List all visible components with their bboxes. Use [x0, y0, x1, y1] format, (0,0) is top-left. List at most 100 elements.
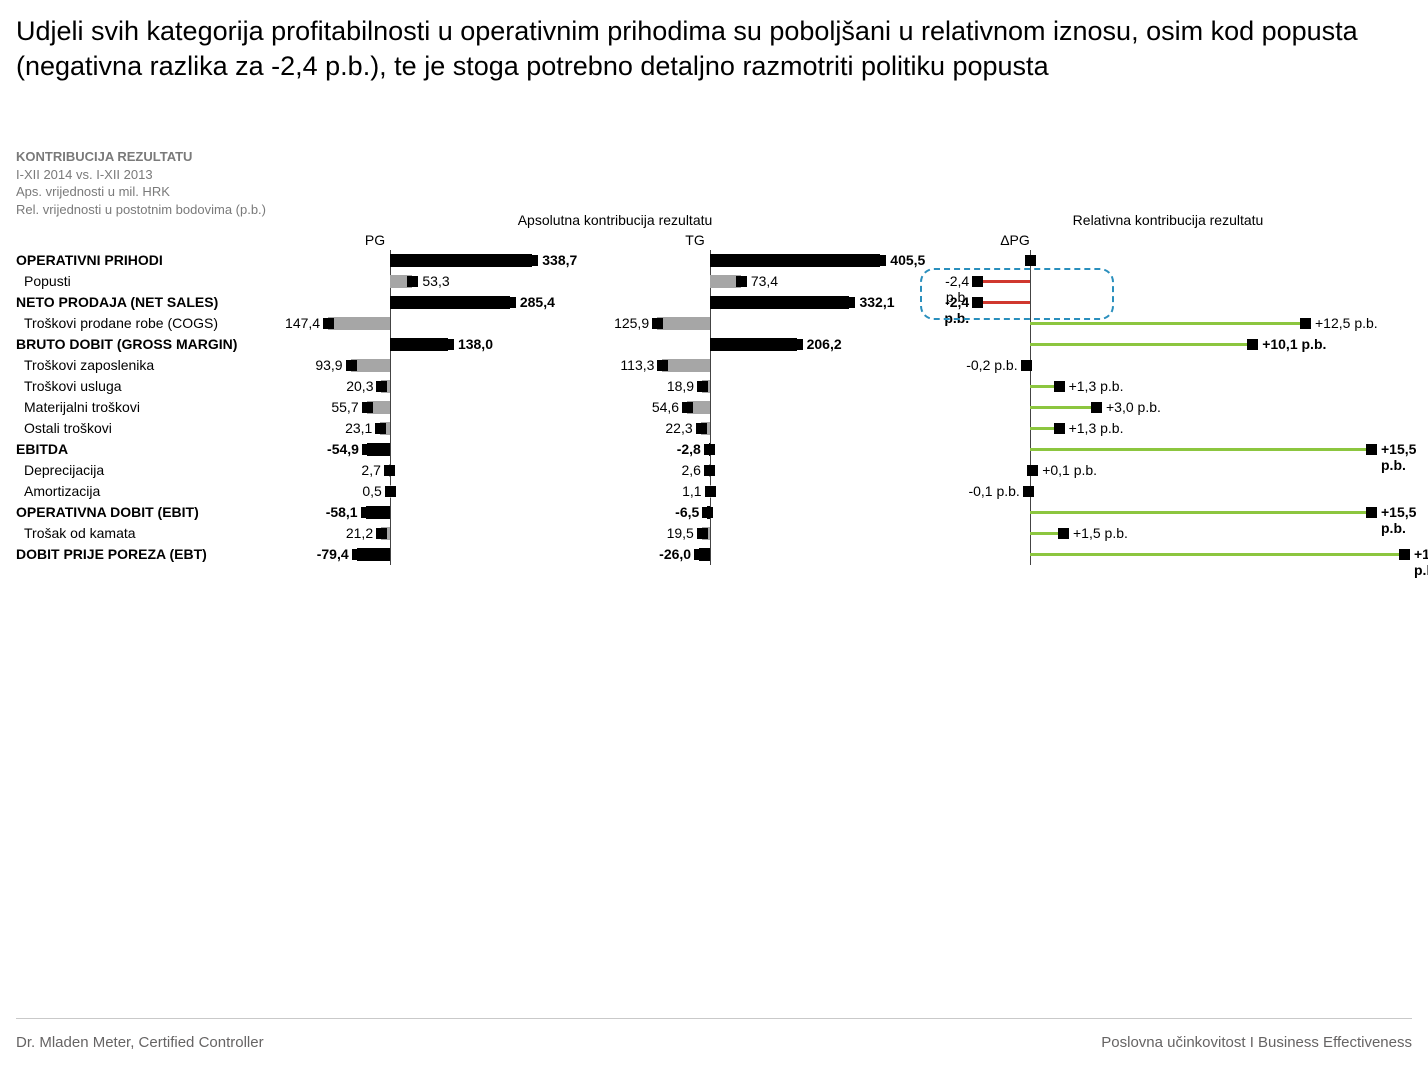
footer-right: Poslovna učinkovitost I Business Effecti… — [1101, 1034, 1412, 1051]
abs-cell: 125,9 — [636, 313, 946, 334]
delta-bar — [1030, 448, 1371, 451]
col-head-tg: TG — [620, 232, 770, 248]
delta-bar — [1030, 406, 1096, 409]
abs-cell: 332,1 — [636, 292, 946, 313]
abs-cell: 285,4 — [316, 292, 626, 313]
row-label: Materijalni troškovi — [24, 399, 324, 415]
abs-marker — [844, 297, 855, 308]
delta-marker — [1366, 507, 1377, 518]
abs-value: 21,2 — [346, 525, 373, 541]
abs-cell: 18,9 — [636, 376, 946, 397]
abs-marker — [407, 276, 418, 287]
abs-cell: 338,7 — [316, 250, 626, 271]
abs-marker — [792, 339, 803, 350]
abs-section-title: Apsolutna kontribucija rezultatu — [300, 212, 930, 228]
abs-axis — [710, 544, 711, 565]
abs-cell: 20,3 — [316, 376, 626, 397]
abs-bar — [710, 296, 849, 309]
col-head-pg: PG — [300, 232, 450, 248]
abs-value: 113,3 — [620, 357, 654, 373]
abs-value: 0,5 — [362, 483, 381, 499]
abs-cell: 1,1 — [636, 481, 946, 502]
abs-value: 285,4 — [520, 294, 555, 310]
abs-value: 338,7 — [542, 252, 577, 268]
abs-bar — [328, 317, 390, 330]
abs-marker — [323, 318, 334, 329]
delta-marker — [1058, 528, 1069, 539]
delta-cell: +3,0 p.b. — [956, 397, 1412, 418]
page-title: Udjeli svih kategorija profitabilnosti u… — [16, 14, 1412, 84]
abs-marker — [376, 381, 387, 392]
meta-line3: Rel. vrijednosti u postotnim bodovima (p… — [16, 201, 266, 219]
abs-marker — [443, 339, 454, 350]
abs-marker — [362, 402, 373, 413]
abs-marker — [384, 465, 395, 476]
abs-axis — [710, 376, 711, 397]
abs-value: 73,4 — [751, 273, 778, 289]
abs-value: 147,4 — [285, 315, 320, 331]
abs-marker — [346, 360, 357, 371]
abs-marker — [875, 255, 886, 266]
abs-marker — [697, 381, 708, 392]
row-label: Amortizacija — [24, 483, 324, 499]
abs-marker — [527, 255, 538, 266]
abs-cell: 0,5 — [316, 481, 626, 502]
abs-cell: 2,6 — [636, 460, 946, 481]
delta-cell: -0,2 p.b. — [956, 355, 1412, 376]
abs-marker — [736, 276, 747, 287]
delta-marker — [1247, 339, 1258, 350]
row-label: OPERATIVNA DOBIT (EBIT) — [16, 504, 316, 520]
abs-cell: 22,3 — [636, 418, 946, 439]
row-label: OPERATIVNI PRIHODI — [16, 252, 316, 268]
row-label: Deprecijacija — [24, 462, 324, 478]
abs-bar — [390, 296, 510, 309]
delta-marker — [1054, 423, 1065, 434]
delta-marker — [1023, 486, 1034, 497]
table-row: EBITDA-54,9-2,8+15,5 p.b. — [16, 439, 1412, 460]
abs-cell: 55,7 — [316, 397, 626, 418]
abs-axis — [390, 439, 391, 460]
abs-axis — [390, 397, 391, 418]
abs-cell: 53,3 — [316, 271, 626, 292]
delta-cell: +15,5 p.b. — [956, 439, 1412, 460]
abs-marker — [705, 486, 716, 497]
abs-value: -79,4 — [317, 546, 349, 562]
abs-cell: 93,9 — [316, 355, 626, 376]
delta-value: -0,2 p.b. — [966, 357, 1017, 373]
delta-value: +0,1 p.b. — [1042, 462, 1097, 478]
abs-value: 53,3 — [422, 273, 449, 289]
abs-marker — [704, 444, 715, 455]
delta-cell: +0,1 p.b. — [956, 460, 1412, 481]
abs-marker — [385, 486, 396, 497]
abs-cell: -79,4 — [316, 544, 626, 565]
delta-value: +1,3 p.b. — [1069, 378, 1124, 394]
abs-marker — [702, 507, 713, 518]
delta-bar — [1030, 343, 1252, 346]
delta-marker — [1054, 381, 1065, 392]
abs-axis — [710, 313, 711, 334]
abs-cell: -2,8 — [636, 439, 946, 460]
delta-value: +1,3 p.b. — [1069, 420, 1124, 436]
abs-value: 20,3 — [346, 378, 373, 394]
abs-marker — [657, 360, 668, 371]
meta-block: KONTRIBUCIJA REZULTATU I-XII 2014 vs. I-… — [16, 148, 266, 218]
abs-cell: -6,5 — [636, 502, 946, 523]
table-row: Deprecijacija 2,7 2,6 +0,1 p.b. — [16, 460, 1412, 481]
abs-cell: 54,6 — [636, 397, 946, 418]
abs-value: 2,7 — [361, 462, 380, 478]
delta-marker — [1366, 444, 1377, 455]
abs-axis — [710, 418, 711, 439]
abs-value: 23,1 — [345, 420, 372, 436]
abs-axis — [710, 397, 711, 418]
table-row: Troškovi usluga20,318,9+1,3 p.b. — [16, 376, 1412, 397]
delta-marker — [1399, 549, 1410, 560]
abs-value: 138,0 — [458, 336, 493, 352]
abs-cell: -54,9 — [316, 439, 626, 460]
table-row: Materijalni troškovi55,7 54,6 +3,0 p.b. — [16, 397, 1412, 418]
abs-marker — [375, 423, 386, 434]
abs-marker — [362, 444, 373, 455]
abs-marker — [697, 528, 708, 539]
delta-value: -0,1 p.b. — [968, 483, 1019, 499]
row-label: BRUTO DOBIT (GROSS MARGIN) — [16, 336, 316, 352]
abs-bar — [710, 254, 880, 267]
